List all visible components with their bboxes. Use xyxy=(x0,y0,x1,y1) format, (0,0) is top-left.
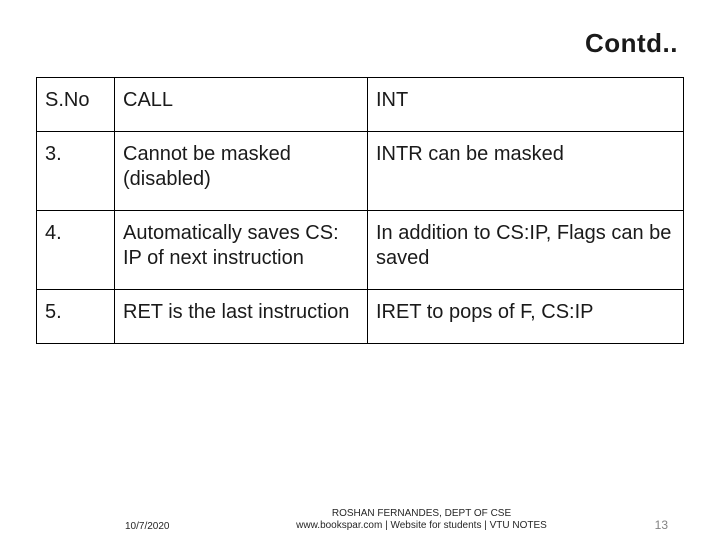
cell-sno: 4. xyxy=(37,211,115,290)
footer-date: 10/7/2020 xyxy=(125,521,235,532)
comparison-table: S.No CALL INT 3. Cannot be masked (disab… xyxy=(36,77,684,344)
cell-int: In addition to CS:IP, Flags can be saved xyxy=(368,211,684,290)
cell-call: RET is the last instruction xyxy=(115,290,368,344)
footer-credits-line2: www.bookspar.com | Website for students … xyxy=(296,520,547,531)
cell-sno: 3. xyxy=(37,132,115,211)
footer-credits: ROSHAN FERNANDES, DEPT OF CSE www.booksp… xyxy=(235,508,608,532)
cell-int: IRET to pops of F, CS:IP xyxy=(368,290,684,344)
table-row: 4. Automatically saves CS: IP of next in… xyxy=(37,211,684,290)
table-row: 3. Cannot be masked (disabled) INTR can … xyxy=(37,132,684,211)
col-header-int: INT xyxy=(368,78,684,132)
table-header-row: S.No CALL INT xyxy=(37,78,684,132)
cell-call: Cannot be masked (disabled) xyxy=(115,132,368,211)
footer-credits-line1: ROSHAN FERNANDES, DEPT OF CSE xyxy=(332,508,511,519)
cell-sno: 5. xyxy=(37,290,115,344)
col-header-sno: S.No xyxy=(37,78,115,132)
slide-title: Contd.. xyxy=(36,28,684,59)
slide: Contd.. S.No CALL INT 3. Cannot be maske… xyxy=(0,0,720,540)
footer: 10/7/2020 ROSHAN FERNANDES, DEPT OF CSE … xyxy=(0,508,720,532)
cell-int: INTR can be masked xyxy=(368,132,684,211)
col-header-call: CALL xyxy=(115,78,368,132)
cell-call: Automatically saves CS: IP of next instr… xyxy=(115,211,368,290)
table-row: 5. RET is the last instruction IRET to p… xyxy=(37,290,684,344)
footer-page-number: 13 xyxy=(608,518,668,532)
